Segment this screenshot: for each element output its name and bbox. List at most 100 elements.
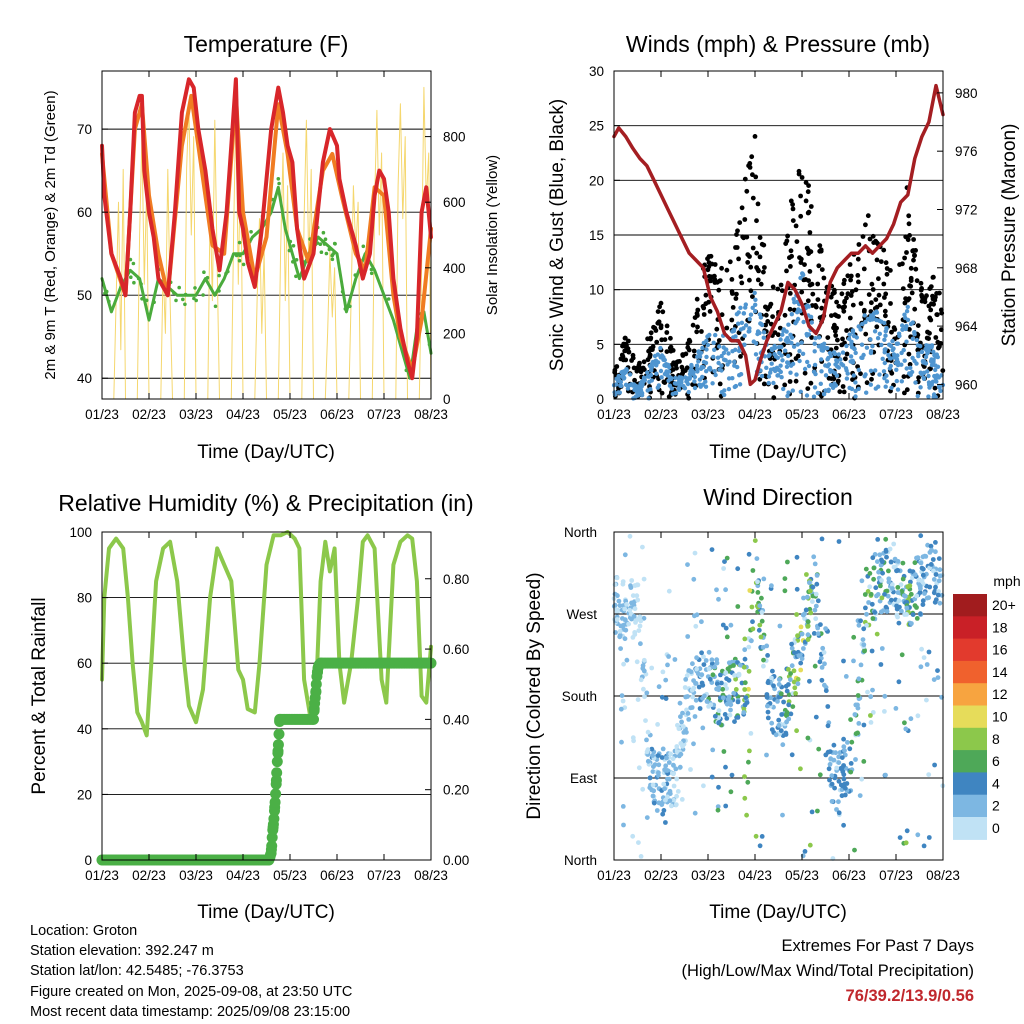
wind-point xyxy=(704,354,709,360)
wind-point xyxy=(859,355,864,360)
direction-point xyxy=(795,633,800,639)
gust-point xyxy=(705,267,711,273)
wind-point xyxy=(788,370,793,375)
direction-point xyxy=(757,603,763,609)
winds-title: Winds (mph) & Pressure (mb) xyxy=(626,31,930,57)
direction-point xyxy=(860,637,866,642)
wind-point xyxy=(881,369,887,374)
gust-point xyxy=(832,290,837,296)
gust-point xyxy=(757,235,763,241)
gust-point xyxy=(623,357,629,363)
direction-point xyxy=(815,808,820,814)
wind-point xyxy=(823,363,828,368)
gust-point xyxy=(745,260,751,265)
wind-point xyxy=(895,341,901,346)
direction-point xyxy=(656,684,662,690)
direction-point xyxy=(757,622,763,628)
humidity-xtick-label: 05/23 xyxy=(273,868,307,883)
direction-point xyxy=(724,686,729,691)
gust-point xyxy=(637,360,642,366)
gust-point xyxy=(719,265,724,271)
gust-point xyxy=(690,322,696,328)
direction-point xyxy=(813,616,819,622)
direction-point xyxy=(755,579,760,585)
direction-point xyxy=(649,787,655,793)
direction-point xyxy=(851,634,857,640)
direction-point xyxy=(794,612,799,617)
direction-point xyxy=(660,811,666,817)
direction-point xyxy=(896,620,902,626)
direction-point xyxy=(857,793,863,798)
gust-point xyxy=(779,288,785,294)
temperature-plot-frame xyxy=(101,70,432,400)
direction-point xyxy=(726,694,732,700)
wind-point xyxy=(799,340,804,345)
wind-point xyxy=(759,322,765,328)
direction-point xyxy=(915,555,921,560)
direction-point xyxy=(619,739,624,745)
direction-point xyxy=(882,592,887,597)
direction-point xyxy=(919,565,925,571)
dewpoint-point xyxy=(343,307,348,311)
direction-point xyxy=(858,618,863,624)
gust-point xyxy=(876,292,882,298)
wind-point xyxy=(804,393,810,398)
gust-point xyxy=(703,301,709,307)
gust-point xyxy=(757,376,763,382)
direction-point xyxy=(922,591,927,596)
direction-point xyxy=(768,695,774,701)
gust-point xyxy=(836,303,842,309)
gust-point xyxy=(787,379,793,384)
wind-point xyxy=(730,376,735,381)
wind-point xyxy=(798,389,803,394)
direction-point xyxy=(898,582,904,588)
direction-point xyxy=(782,588,788,594)
direction-point xyxy=(765,709,771,715)
dewpoint-point xyxy=(323,237,328,241)
location-text: Location: Groton xyxy=(30,923,138,939)
direction-point xyxy=(633,618,639,624)
direction-point xyxy=(765,715,771,721)
wind-point xyxy=(731,328,737,334)
gust-point xyxy=(867,236,873,242)
gust-point xyxy=(747,161,753,166)
gust-point xyxy=(908,265,914,271)
gust-point xyxy=(819,267,825,272)
gust-point xyxy=(729,277,735,282)
direction-point xyxy=(728,702,734,708)
direction-point xyxy=(879,646,885,651)
direction-point xyxy=(709,774,715,780)
temperature-xtick-label: 07/23 xyxy=(367,407,401,422)
direction-point xyxy=(831,742,837,748)
pressure-ytick-label: 980 xyxy=(955,86,978,101)
direction-point xyxy=(630,833,636,839)
direction-point xyxy=(655,753,661,758)
direction-point xyxy=(776,682,782,687)
direction-point xyxy=(635,697,641,702)
direction-point xyxy=(801,646,806,651)
temperature-xtick-label: 02/23 xyxy=(132,407,166,422)
direction-point xyxy=(891,541,897,547)
gust-point xyxy=(805,247,811,253)
direction-point xyxy=(936,578,942,584)
dewpoint-point xyxy=(181,297,185,302)
gust-point xyxy=(612,367,618,373)
direction-point xyxy=(663,763,669,769)
wind-point xyxy=(703,384,709,389)
direction-point xyxy=(935,668,940,673)
gust-point xyxy=(661,379,667,385)
precip-ytick-label: 0.00 xyxy=(443,853,469,868)
wind-point xyxy=(882,337,887,342)
gust-point xyxy=(908,283,914,289)
wind-point xyxy=(623,382,629,387)
direction-point xyxy=(798,624,804,630)
wind-point xyxy=(655,385,660,390)
precip-ytick-label: 0.80 xyxy=(443,572,469,587)
direction-point xyxy=(910,575,915,581)
wind-point xyxy=(689,364,694,369)
wind-point xyxy=(738,305,743,310)
direction-point xyxy=(618,623,624,629)
wind-point xyxy=(658,345,663,351)
wind-point xyxy=(785,393,790,399)
direction-point xyxy=(798,766,803,772)
